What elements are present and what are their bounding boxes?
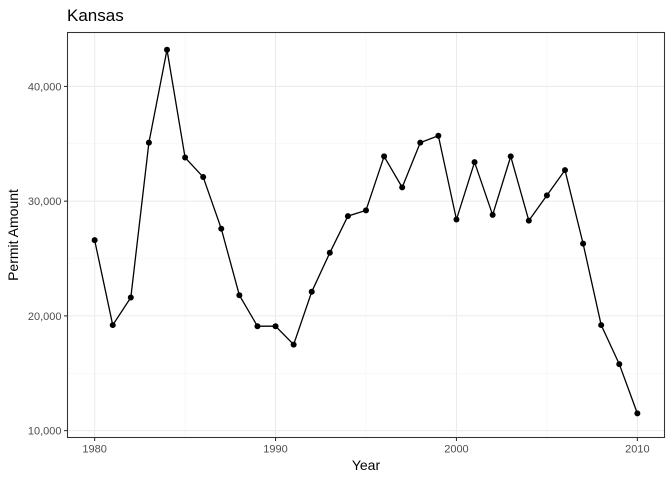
data-point — [236, 292, 243, 299]
y-tick-label: 20,000 — [28, 311, 62, 323]
major-gridlines — [67, 32, 665, 438]
data-point — [290, 341, 297, 348]
data-point — [272, 323, 279, 330]
x-axis: 1980 1990 2000 2010 — [82, 437, 650, 456]
data-point — [381, 153, 388, 160]
y-tick-label: 40,000 — [28, 81, 62, 93]
x-axis-title: Year — [352, 457, 381, 473]
data-point — [598, 322, 605, 329]
data-point — [91, 237, 98, 244]
data-point — [507, 153, 514, 160]
data-point — [164, 46, 170, 53]
data-point — [417, 139, 424, 146]
y-axis: 10,000 20,000 30,000 40,000 — [28, 81, 68, 438]
data-point — [399, 184, 406, 191]
data-point — [218, 225, 225, 232]
data-point — [543, 192, 550, 199]
data-point — [200, 174, 207, 181]
x-tick-label: 1980 — [82, 444, 106, 456]
panel-border — [66, 31, 666, 439]
chart-title: Kansas — [67, 6, 124, 25]
data-point — [182, 154, 189, 161]
data-point — [145, 139, 152, 146]
x-tick-label: 2010 — [625, 444, 649, 456]
data-point — [471, 159, 478, 166]
data-point — [326, 249, 333, 256]
data-point — [580, 240, 587, 247]
y-tick-label: 10,000 — [28, 426, 62, 438]
data-point — [344, 213, 351, 220]
data-point — [109, 322, 116, 329]
minor-gridlines — [67, 32, 665, 438]
data-point — [453, 216, 460, 223]
data-point — [562, 167, 568, 174]
series-group — [91, 46, 641, 417]
y-axis-title: Permit Amount — [5, 189, 21, 281]
data-point — [254, 323, 261, 330]
data-point — [363, 207, 369, 214]
data-point — [435, 132, 442, 139]
data-point — [127, 294, 134, 301]
x-tick-label: 1990 — [263, 444, 287, 456]
data-point — [489, 211, 496, 218]
data-point — [525, 217, 532, 224]
y-tick-label: 30,000 — [28, 196, 62, 208]
data-point — [616, 361, 623, 368]
x-tick-label: 2000 — [444, 444, 468, 456]
data-point — [308, 288, 315, 295]
data-point — [634, 410, 641, 417]
